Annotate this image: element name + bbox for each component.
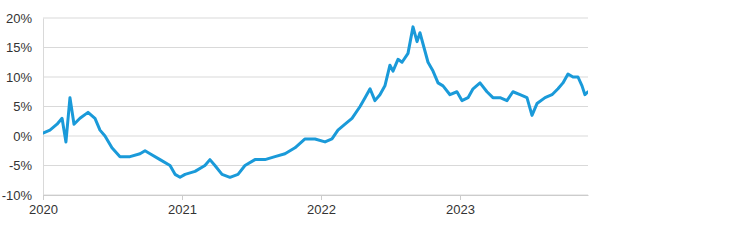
y-tick: 10% — [6, 70, 43, 85]
data-line — [43, 27, 588, 177]
x-tick-label: 2021 — [168, 202, 197, 217]
x-axis: 2020 2021 2022 2023 — [29, 195, 588, 217]
grid-line — [43, 47, 588, 48]
y-tick-label: 10% — [6, 70, 32, 85]
grid-line — [43, 136, 588, 137]
grid-line — [43, 18, 588, 19]
grid-line — [43, 165, 588, 166]
x-tick: 2020 — [29, 195, 58, 217]
y-tick: -5% — [9, 158, 43, 173]
y-tick-label: 15% — [6, 40, 32, 55]
y-tick-label: 5% — [13, 99, 32, 114]
x-tick-mark — [460, 195, 461, 200]
grid-line — [43, 77, 588, 78]
y-tick-label: -10% — [2, 188, 33, 203]
y-axis-line — [43, 19, 44, 196]
y-tick: -10% — [2, 188, 43, 203]
grid-line — [43, 195, 588, 196]
x-tick-label: 2023 — [446, 202, 475, 217]
y-tick-label: 20% — [6, 11, 32, 26]
x-tick-mark — [43, 195, 44, 200]
x-tick-label: 2020 — [29, 202, 58, 217]
y-tick: 15% — [6, 40, 43, 55]
x-tick-mark — [182, 195, 183, 200]
y-tick-label: -5% — [9, 158, 33, 173]
grid — [43, 18, 588, 195]
chart: -10% -5% 0% 5% 10% 15% 20% 2020 2021 2022 2023 — [0, 0, 730, 242]
x-tick: 2023 — [446, 195, 475, 217]
y-tick: 20% — [6, 11, 43, 26]
x-tick-mark — [321, 195, 322, 200]
x-tick: 2021 — [168, 195, 197, 217]
y-tick: 0% — [13, 129, 43, 144]
x-axis-line — [44, 195, 589, 196]
y-axis: -10% -5% 0% 5% 10% 15% 20% — [2, 11, 44, 203]
grid-line — [43, 106, 588, 107]
plot-area — [43, 27, 588, 177]
y-tick-label: 0% — [13, 129, 32, 144]
x-tick-label: 2022 — [307, 202, 336, 217]
x-tick: 2022 — [307, 195, 336, 217]
y-tick: 5% — [13, 99, 43, 114]
